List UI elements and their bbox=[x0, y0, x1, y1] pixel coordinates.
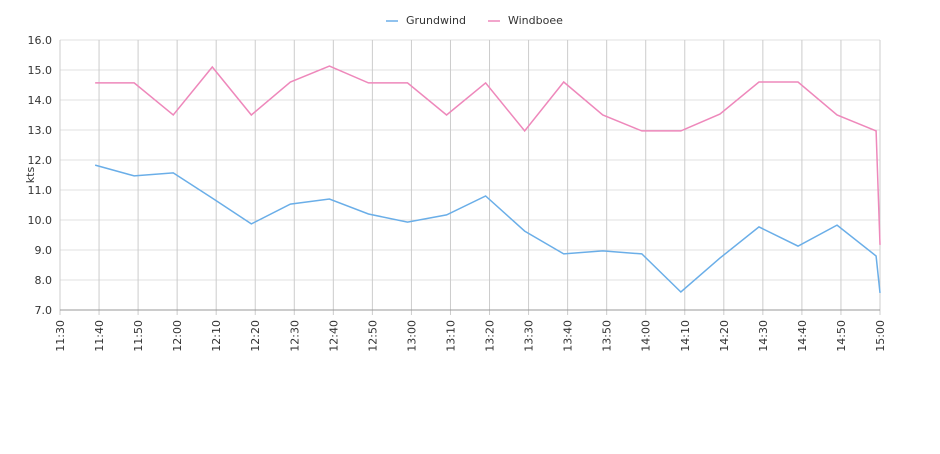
y-tick-label: 9.0 bbox=[35, 244, 53, 257]
y-tick-label: 7.0 bbox=[35, 304, 53, 317]
x-tick-label: 11:30 bbox=[54, 320, 67, 352]
x-tick-label: 13:30 bbox=[523, 320, 536, 352]
x-tick-label: 12:30 bbox=[288, 320, 301, 352]
y-tick-label: 14.0 bbox=[28, 94, 53, 107]
x-tick-label: 12:50 bbox=[366, 320, 379, 352]
x-tick-label: 14:30 bbox=[757, 320, 770, 352]
series-line bbox=[95, 65, 881, 245]
x-tick-label: 14:50 bbox=[835, 320, 848, 352]
y-tick-label: 12.0 bbox=[28, 154, 53, 167]
x-tick-label: 13:40 bbox=[562, 320, 575, 352]
series-line bbox=[94, 164, 881, 294]
y-tick-label: 8.0 bbox=[35, 274, 53, 287]
x-tick-label: 14:00 bbox=[640, 320, 653, 352]
x-tick-label: 13:00 bbox=[405, 320, 418, 352]
x-tick-label: 14:10 bbox=[679, 320, 692, 352]
x-tick-label: 11:50 bbox=[132, 320, 145, 352]
y-tick-label: 16.0 bbox=[28, 34, 53, 47]
y-axis-label: kts bbox=[24, 167, 37, 184]
legend-label: Windboee bbox=[508, 14, 563, 27]
legend-label: Grundwind bbox=[406, 14, 466, 27]
x-tick-label: 15:00 bbox=[874, 320, 887, 352]
y-tick-label: 13.0 bbox=[28, 124, 53, 137]
x-tick-label: 14:40 bbox=[796, 320, 809, 352]
y-tick-label: 10.0 bbox=[28, 214, 53, 227]
x-tick-label: 13:50 bbox=[601, 320, 614, 352]
x-tick-label: 12:40 bbox=[327, 320, 340, 352]
x-tick-label: 11:40 bbox=[93, 320, 106, 352]
x-tick-label: 14:20 bbox=[718, 320, 731, 352]
x-tick-label: 12:00 bbox=[171, 320, 184, 352]
x-tick-label: 12:20 bbox=[249, 320, 262, 352]
y-tick-label: 15.0 bbox=[28, 64, 53, 77]
x-tick-label: 12:10 bbox=[210, 320, 223, 352]
x-tick-label: 13:10 bbox=[444, 320, 457, 352]
y-tick-label: 11.0 bbox=[28, 184, 53, 197]
x-tick-label: 13:20 bbox=[484, 320, 497, 352]
